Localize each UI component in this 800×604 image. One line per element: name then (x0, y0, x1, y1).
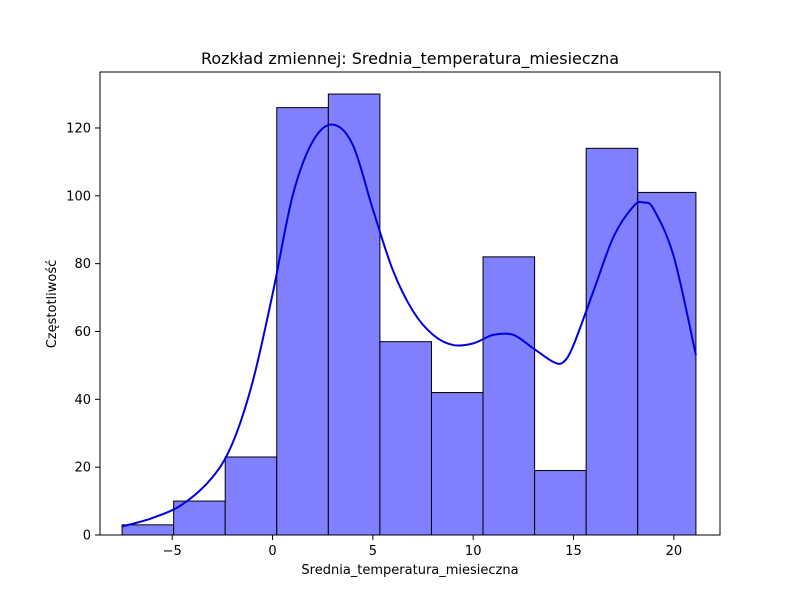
y-tick-label: 40 (74, 393, 91, 408)
y-tick-label: 100 (66, 189, 91, 204)
y-axis-label: Częstotliwość (45, 260, 60, 349)
histogram-bar (276, 107, 329, 536)
histogram-bar (224, 456, 278, 536)
x-tick-label: 0 (268, 544, 276, 559)
x-tick-label: 20 (666, 544, 683, 559)
chart-title: Rozkład zmiennej: Srednia_temperatura_mi… (201, 49, 619, 69)
histogram-bar (534, 470, 587, 536)
histogram-bar (430, 392, 484, 536)
x-axis-label: Srednia_temperatura_miesieczna (301, 563, 518, 578)
kde-curve (121, 123, 697, 528)
histogram-bar (121, 524, 175, 536)
y-tick-label: 60 (74, 325, 91, 340)
y-tick-label: 20 (74, 461, 91, 476)
histogram-bar (585, 147, 639, 536)
x-tick-label: 5 (369, 544, 377, 559)
histogram-bar (173, 500, 226, 536)
histogram-bar (327, 93, 381, 536)
x-tick-label: 15 (565, 544, 582, 559)
y-tick-label: 0 (83, 529, 91, 544)
x-tick-label: −5 (163, 544, 182, 559)
histogram-bar (379, 341, 432, 536)
plot-frame (99, 71, 721, 536)
y-axis: 0 20 40 60 80 100 120 (66, 121, 100, 544)
x-axis: −5 0 5 10 15 20 (163, 535, 682, 559)
y-tick-label: 120 (66, 121, 91, 136)
histogram-bar (637, 191, 697, 536)
y-tick-label: 80 (74, 257, 91, 272)
histogram-bar (482, 256, 536, 536)
x-tick-label: 10 (465, 544, 482, 559)
bars-layer (121, 93, 697, 536)
